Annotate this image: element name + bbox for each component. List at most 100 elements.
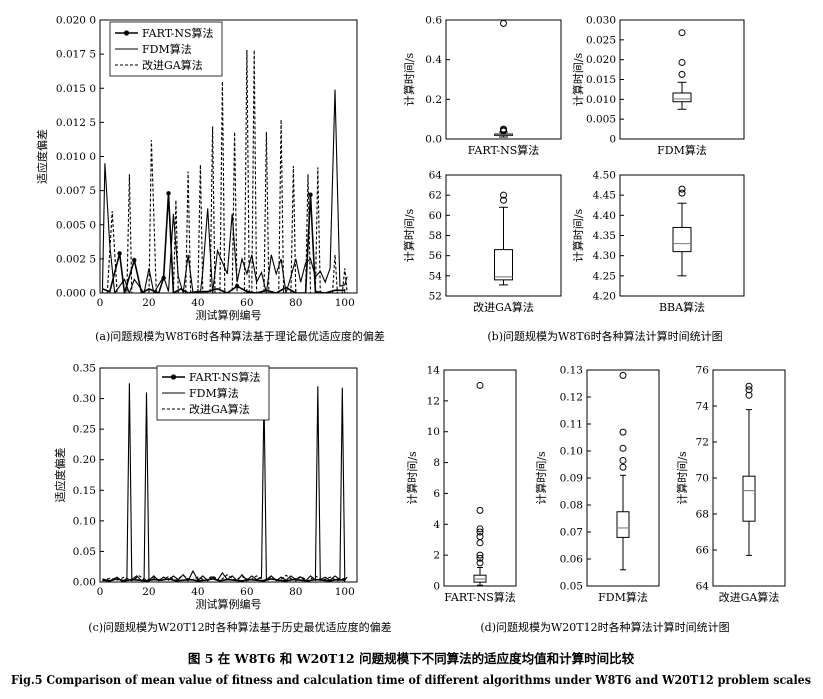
figure-title-cn: 图 5 在 W8T6 和 W20T12 问题规模下不同算法的适应度均值和计算时间…	[188, 651, 635, 666]
outlier-point	[619, 371, 627, 379]
y-axis-title: 计算时间/s	[405, 451, 419, 505]
outlier-point	[678, 58, 686, 66]
y-tick-label: 58	[429, 230, 442, 242]
y-tick-label: 0.08	[560, 500, 583, 512]
panel-b-time-boxplots-w8t6: 0.00.20.40.6FART-NS算法计算时间/s00.0050.0100.…	[402, 15, 745, 314]
y-tick-label: 6	[433, 488, 440, 500]
y-tick-label: 0.005 0	[56, 219, 96, 231]
panel-a-fitness-deviation-w8t6: 0.000 0 0.002 5 0.005 0 0.007 5 0.010 0 0.012…	[35, 15, 358, 322]
outlier-point	[619, 444, 627, 452]
figure-title-en: Fig.5 Comparison of mean value of fitnes…	[11, 673, 811, 687]
series-point	[161, 275, 166, 281]
y-tick-label: 72	[696, 437, 709, 449]
outlier-point	[476, 539, 484, 547]
x-tick-label: 40	[191, 297, 204, 309]
y-tick-label: 0.002 5	[56, 253, 96, 265]
y-tick-label: 4.45	[593, 190, 616, 202]
x-axis-title: 测试算例编号	[196, 597, 262, 611]
y-tick-label: 0.015 0	[56, 83, 96, 95]
y-tick-label: 64	[696, 581, 710, 593]
x-category-label: 改进GA算法	[719, 590, 780, 604]
y-tick-label: 76	[696, 365, 710, 377]
outlier-point	[500, 19, 507, 27]
y-tick-label: 0	[609, 134, 616, 146]
series-point	[117, 251, 122, 256]
series-line-0	[102, 193, 345, 293]
y-axis-title: 适应度偏差	[35, 129, 49, 184]
y-tick-label: 0.10	[560, 446, 583, 458]
panel-c-fitness-deviation-w20t12: 0.00 0.05 0.10 0.15 0.20 0.25 0.30 0.35 0 20 40 60 8…	[53, 363, 358, 611]
iqr-box	[742, 475, 756, 522]
caption-c: (c)问题规模为W20T12时各种算法基于历史最优适应度的偏差	[88, 620, 391, 634]
plot-frame	[445, 19, 562, 140]
plot-frame	[443, 369, 517, 587]
y-tick-label: 0.4	[425, 54, 442, 66]
x-category-label: BBA算法	[659, 300, 705, 314]
y-tick-label: 0.30	[73, 393, 96, 405]
y-tick-label: 0.25	[73, 424, 96, 436]
y-tick-label: 0.12	[560, 392, 583, 404]
series-group	[101, 49, 348, 293]
y-tick-label: 70	[696, 473, 709, 485]
iqr-box	[672, 226, 692, 253]
y-tick-label: 0.005	[586, 114, 616, 126]
y-tick-label: 0.35	[73, 363, 96, 375]
outlier-point	[619, 428, 627, 436]
y-axis-title: 计算时间/s	[571, 208, 585, 262]
y-axis-title: 计算时间/s	[402, 52, 416, 106]
y-tick-label: 2	[433, 550, 440, 562]
y-tick-label: 0.07	[560, 527, 583, 539]
y-tick-label: 0.020	[586, 54, 616, 66]
outlier-point	[678, 185, 686, 193]
y-tick-label: 0.06	[560, 554, 584, 566]
legend-label-1: FDM算法	[142, 42, 192, 56]
y-tick-label: 0.05	[73, 546, 96, 558]
x-category-label: 改进GA算法	[473, 300, 534, 314]
caption-a: (a)问题规模为W8T6时各种算法基于理论最优适应度的偏差	[95, 329, 385, 343]
y-tick-label: 4.50	[593, 170, 616, 182]
y-tick-label: 62	[429, 190, 442, 202]
y-tick-label: 56	[429, 250, 443, 262]
series-point	[308, 192, 313, 197]
y-tick-label: 0.20	[73, 454, 96, 466]
y-tick-label: 0.6	[425, 15, 442, 27]
y-tick-label: 0.015	[586, 74, 616, 86]
iqr-box	[672, 92, 692, 103]
series-line-0	[102, 578, 345, 582]
iqr-box	[494, 249, 513, 281]
outlier-point	[500, 191, 507, 199]
outlier-point	[476, 506, 484, 514]
x-category-label: FDM算法	[657, 143, 707, 157]
outlier-point	[500, 196, 507, 204]
x-category-label: FDM算法	[598, 590, 648, 604]
y-tick-label: 0.09	[560, 473, 583, 485]
outlier-point	[476, 559, 484, 567]
y-tick-label: 64	[429, 170, 443, 182]
x-tick-label: 20	[142, 297, 155, 309]
y-tick-label: 66	[696, 545, 710, 557]
y-tick-label: 0.025	[586, 34, 616, 46]
legend-label-2: 改进GA算法	[189, 402, 250, 416]
caption-b: (b)问题规模为W8T6时各种算法计算时间统计图	[487, 329, 722, 343]
legend-label-2: 改进GA算法	[142, 58, 203, 72]
y-tick-label: 0	[433, 581, 440, 593]
y-tick-label: 0.05	[560, 581, 583, 593]
y-tick-label: 0.012 5	[56, 117, 96, 129]
y-axis-title: 计算时间/s	[534, 451, 548, 505]
y-tick-label: 0.10	[73, 515, 96, 527]
y-tick-label: 54	[429, 270, 443, 282]
outlier-point	[745, 386, 753, 394]
outlier-point	[476, 533, 484, 541]
legend-marker	[170, 374, 177, 380]
y-tick-label: 68	[696, 509, 709, 521]
x-tick-label: 100	[335, 586, 355, 598]
y-tick-label: 14	[427, 365, 441, 377]
series-point	[234, 283, 240, 289]
y-tick-label: 52	[429, 291, 442, 303]
y-tick-label: 4.35	[593, 230, 616, 242]
y-tick-label: 0.0	[425, 134, 442, 146]
y-tick-label: 0.010	[586, 94, 616, 106]
